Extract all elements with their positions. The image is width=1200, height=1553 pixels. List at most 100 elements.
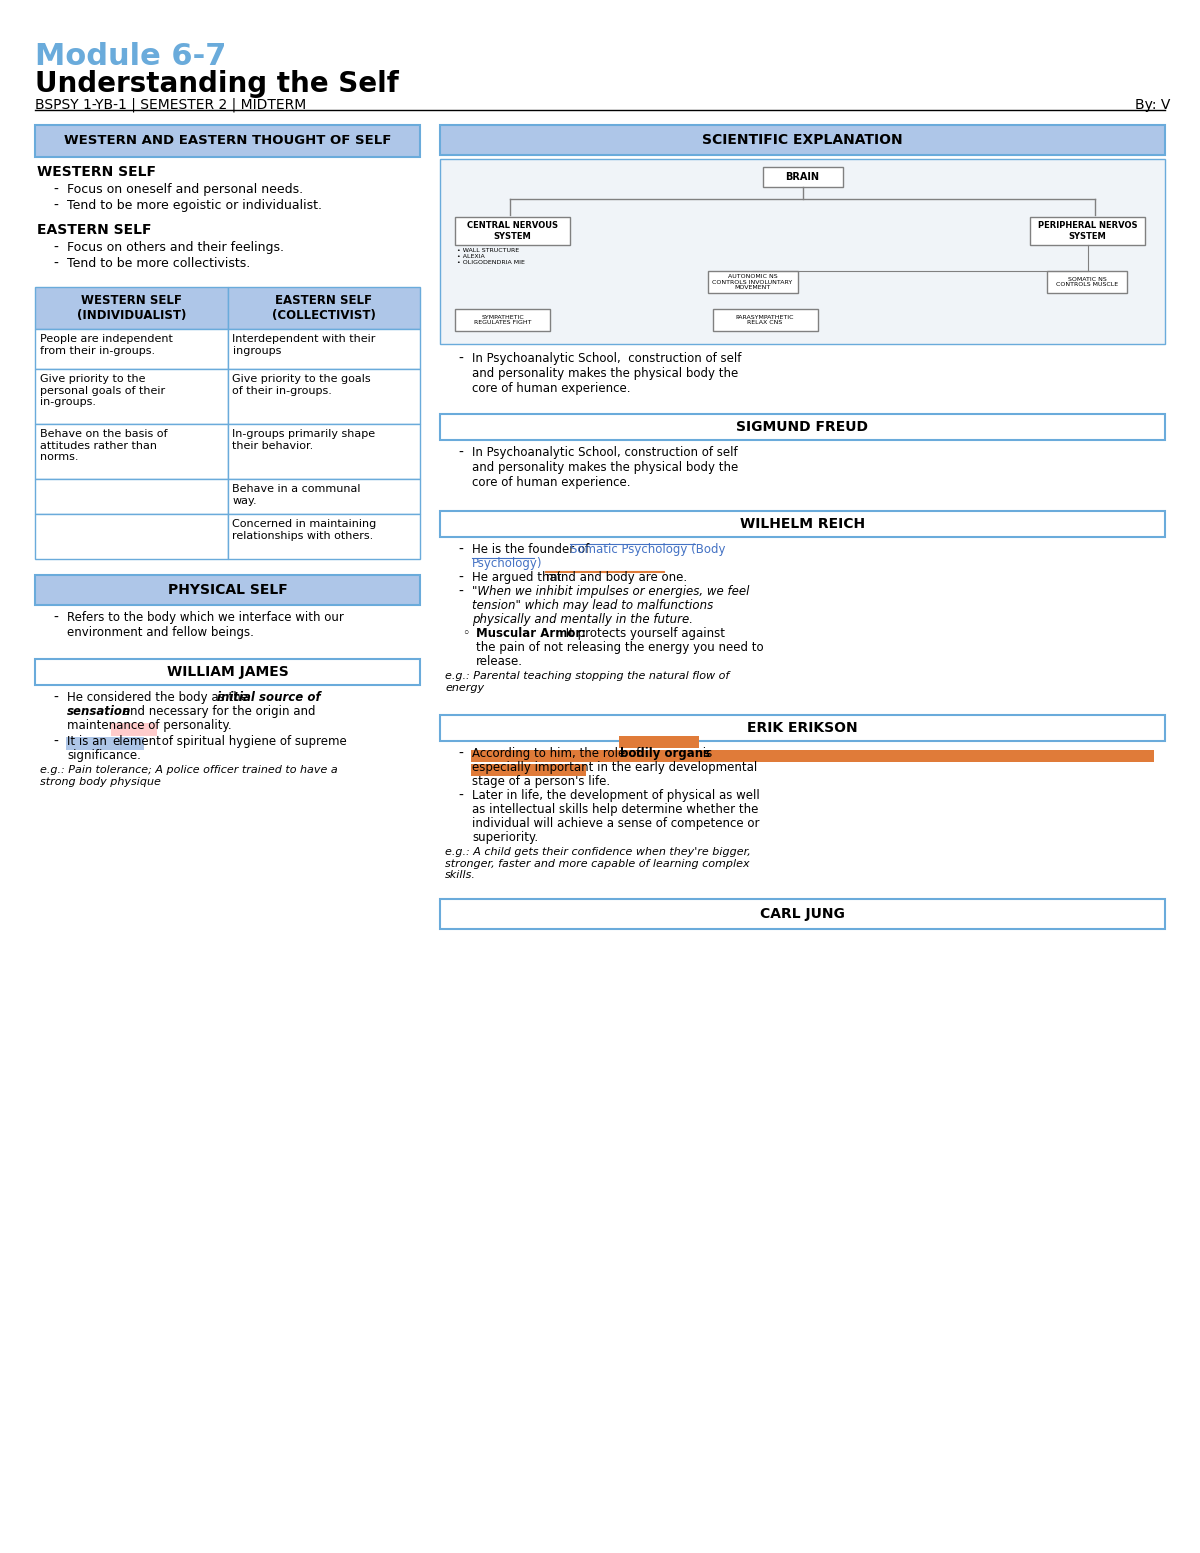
Text: Concerned in maintaining
relationships with others.: Concerned in maintaining relationships w… (233, 519, 377, 540)
FancyBboxPatch shape (228, 329, 420, 370)
Text: element: element (112, 735, 161, 749)
FancyBboxPatch shape (112, 724, 157, 736)
Text: WESTERN AND EASTERN THOUGHT OF SELF: WESTERN AND EASTERN THOUGHT OF SELF (64, 135, 391, 148)
Text: AUTONOMIC NS
CONTROLS INVOLUNTARY
MOVEMENT: AUTONOMIC NS CONTROLS INVOLUNTARY MOVEME… (713, 273, 793, 290)
FancyBboxPatch shape (455, 309, 550, 331)
Text: CENTRAL NERVOUS
SYSTEM: CENTRAL NERVOUS SYSTEM (467, 221, 558, 241)
Text: -: - (53, 691, 58, 705)
Text: individual will achieve a sense of competence or: individual will achieve a sense of compe… (472, 817, 760, 829)
Text: -: - (53, 241, 58, 255)
Text: Module 6-7: Module 6-7 (35, 42, 227, 71)
Text: sensation: sensation (67, 705, 131, 717)
Text: especially important in the early developmental: especially important in the early develo… (472, 761, 757, 773)
Text: of spiritual hygiene of supreme: of spiritual hygiene of supreme (158, 735, 347, 749)
Text: Behave in a communal
way.: Behave in a communal way. (233, 485, 361, 506)
Text: Focus on oneself and personal needs.: Focus on oneself and personal needs. (67, 183, 304, 196)
Text: In Psychoanalytic School, construction of self
and personality makes the physica: In Psychoanalytic School, construction o… (472, 446, 738, 489)
FancyBboxPatch shape (1030, 217, 1145, 245)
Text: Refers to the body which we interface with our
environment and fellow beings.: Refers to the body which we interface wi… (67, 610, 344, 638)
Text: SCIENTIFIC EXPLANATION: SCIENTIFIC EXPLANATION (702, 134, 902, 148)
Text: and necessary for the origin and: and necessary for the origin and (119, 705, 316, 717)
Text: release.: release. (476, 655, 523, 668)
FancyBboxPatch shape (470, 764, 586, 776)
FancyBboxPatch shape (228, 370, 420, 424)
Text: BRAIN: BRAIN (786, 172, 820, 182)
Text: EASTERN SELF: EASTERN SELF (37, 224, 151, 238)
Text: -: - (458, 544, 463, 558)
Text: PARASYMPATHETIC
RELAX CNS: PARASYMPATHETIC RELAX CNS (736, 315, 794, 326)
FancyBboxPatch shape (440, 511, 1165, 537)
Text: WESTERN SELF
(INDIVIDUALIST): WESTERN SELF (INDIVIDUALIST) (77, 294, 186, 321)
FancyBboxPatch shape (35, 514, 228, 559)
Text: EASTERN SELF
(COLLECTIVIST): EASTERN SELF (COLLECTIVIST) (272, 294, 376, 321)
Text: stage of a person's life.: stage of a person's life. (472, 775, 610, 787)
Text: He considered the body as the: He considered the body as the (67, 691, 252, 704)
FancyBboxPatch shape (762, 168, 842, 186)
Text: tension" which may lead to malfunctions: tension" which may lead to malfunctions (472, 599, 713, 612)
Text: -: - (53, 735, 58, 749)
Text: Focus on others and their feelings.: Focus on others and their feelings. (67, 241, 284, 255)
Text: -: - (53, 256, 58, 272)
Text: Give priority to the goals
of their in-groups.: Give priority to the goals of their in-g… (233, 374, 371, 396)
Text: -: - (458, 353, 463, 367)
Text: In-groups primarily shape
their behavior.: In-groups primarily shape their behavior… (233, 429, 376, 450)
Text: -: - (53, 610, 58, 624)
FancyBboxPatch shape (1046, 272, 1127, 294)
Text: Psychology): Psychology) (472, 558, 542, 570)
FancyBboxPatch shape (713, 309, 817, 331)
Text: -: - (458, 585, 463, 599)
FancyBboxPatch shape (470, 750, 1154, 763)
Text: physically and mentally in the future.: physically and mentally in the future. (472, 613, 694, 626)
FancyBboxPatch shape (440, 158, 1165, 345)
FancyBboxPatch shape (228, 478, 420, 514)
FancyBboxPatch shape (66, 738, 144, 750)
FancyBboxPatch shape (35, 658, 420, 685)
Text: -: - (458, 446, 463, 460)
Text: Muscular Armor:: Muscular Armor: (476, 627, 586, 640)
Text: CARL JUNG: CARL JUNG (760, 907, 845, 921)
Text: e.g.: A child gets their confidence when they're bigger,
stronger, faster and mo: e.g.: A child gets their confidence when… (445, 846, 751, 881)
Text: is: is (698, 747, 713, 759)
Text: the pain of not releasing the energy you need to: the pain of not releasing the energy you… (476, 641, 763, 654)
Text: BSPSY 1-YB-1 | SEMESTER 2 | MIDTERM: BSPSY 1-YB-1 | SEMESTER 2 | MIDTERM (35, 98, 306, 112)
Text: People are independent
from their in-groups.: People are independent from their in-gro… (40, 334, 173, 356)
FancyBboxPatch shape (440, 899, 1165, 929)
Text: -: - (458, 572, 463, 585)
Text: ◦: ◦ (462, 627, 469, 640)
Text: Interdependent with their
ingroups: Interdependent with their ingroups (233, 334, 376, 356)
Text: According to him, the role of: According to him, the role of (472, 747, 644, 759)
FancyBboxPatch shape (619, 736, 698, 749)
Text: SIGMUND FREUD: SIGMUND FREUD (737, 419, 869, 433)
Text: -: - (53, 199, 58, 213)
FancyBboxPatch shape (440, 124, 1165, 155)
FancyBboxPatch shape (35, 329, 228, 370)
FancyBboxPatch shape (228, 514, 420, 559)
Text: PERIPHERAL NERVOS
SYSTEM: PERIPHERAL NERVOS SYSTEM (1038, 221, 1138, 241)
Text: mind and body are one.: mind and body are one. (546, 572, 688, 584)
Text: WILLIAM JAMES: WILLIAM JAMES (167, 665, 288, 679)
Text: e.g.: Pain tolerance; A police officer trained to have a
strong body physique: e.g.: Pain tolerance; A police officer t… (40, 766, 337, 787)
Text: Tend to be more egoistic or individualist.: Tend to be more egoistic or individualis… (67, 199, 322, 213)
Text: WESTERN SELF: WESTERN SELF (37, 165, 156, 179)
Text: Somatic Psychology (Body: Somatic Psychology (Body (570, 544, 726, 556)
Text: WILHELM REICH: WILHELM REICH (740, 517, 865, 531)
Text: significance.: significance. (67, 749, 140, 763)
Text: SYMPATHETIC
REGULATES FIGHT: SYMPATHETIC REGULATES FIGHT (474, 315, 532, 326)
Text: maintenance of personality.: maintenance of personality. (67, 719, 232, 731)
Text: SOMATIC NS
CONTROLS MUSCLE: SOMATIC NS CONTROLS MUSCLE (1056, 276, 1118, 287)
FancyBboxPatch shape (35, 287, 228, 329)
Text: In Psychoanalytic School,  construction of self
and personality makes the physic: In Psychoanalytic School, construction o… (472, 353, 742, 394)
FancyBboxPatch shape (35, 370, 228, 424)
Text: as intellectual skills help determine whether the: as intellectual skills help determine wh… (472, 803, 758, 815)
Text: e.g.: Parental teaching stopping the natural flow of
energy: e.g.: Parental teaching stopping the nat… (445, 671, 730, 693)
Text: Understanding the Self: Understanding the Self (35, 70, 398, 98)
Text: -: - (458, 747, 463, 761)
FancyBboxPatch shape (35, 124, 420, 157)
Text: It is an: It is an (67, 735, 110, 749)
Text: Tend to be more collectivists.: Tend to be more collectivists. (67, 256, 251, 270)
FancyBboxPatch shape (455, 217, 570, 245)
FancyBboxPatch shape (35, 575, 420, 606)
Text: By: V: By: V (1135, 98, 1170, 112)
Text: It protects yourself against: It protects yourself against (562, 627, 725, 640)
FancyBboxPatch shape (35, 424, 228, 478)
